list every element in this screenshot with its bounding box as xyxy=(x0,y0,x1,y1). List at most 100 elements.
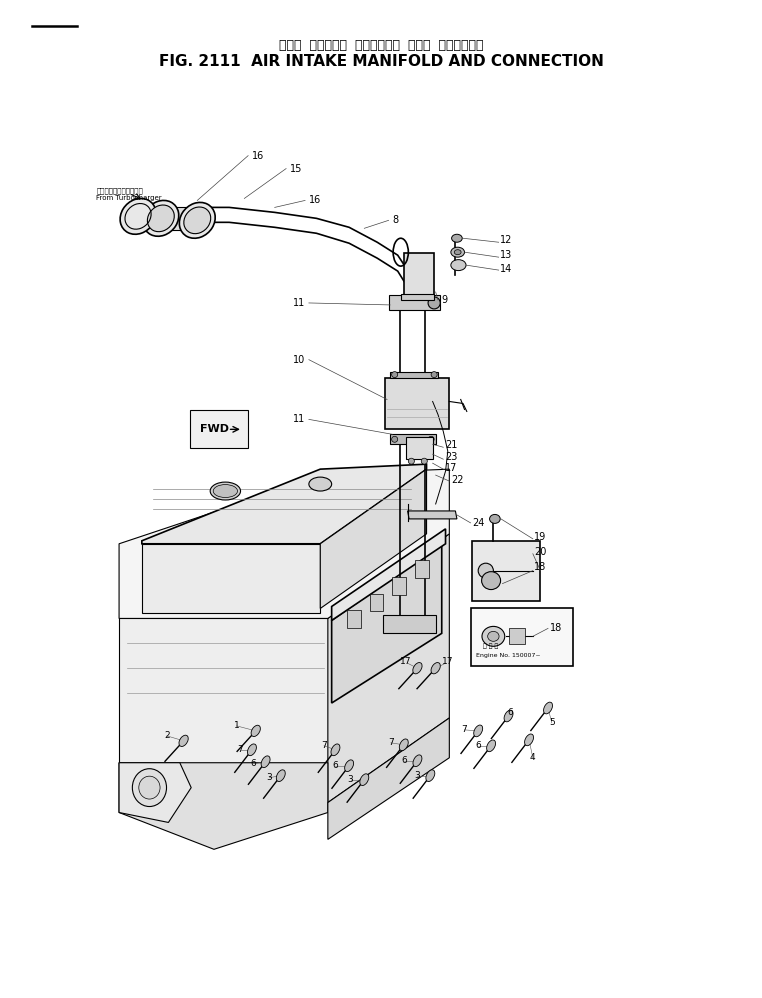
Polygon shape xyxy=(331,529,446,621)
Ellipse shape xyxy=(360,773,369,785)
Ellipse shape xyxy=(392,436,398,442)
Text: 17: 17 xyxy=(442,657,453,666)
Bar xyxy=(508,629,525,645)
Ellipse shape xyxy=(309,477,331,491)
Ellipse shape xyxy=(428,297,440,309)
Ellipse shape xyxy=(431,371,437,377)
Polygon shape xyxy=(119,469,450,619)
Ellipse shape xyxy=(431,663,440,674)
Text: 7: 7 xyxy=(322,742,327,750)
Ellipse shape xyxy=(543,703,552,714)
Bar xyxy=(404,253,434,295)
Text: 23: 23 xyxy=(445,452,457,462)
Ellipse shape xyxy=(213,485,238,498)
Ellipse shape xyxy=(261,755,270,767)
Ellipse shape xyxy=(413,663,422,674)
Ellipse shape xyxy=(474,725,482,737)
Polygon shape xyxy=(390,434,436,444)
Text: 3: 3 xyxy=(267,773,272,782)
Ellipse shape xyxy=(413,754,422,766)
Bar xyxy=(392,577,406,595)
Text: 22: 22 xyxy=(451,475,463,485)
Ellipse shape xyxy=(210,482,241,500)
Text: 3: 3 xyxy=(347,775,354,784)
Ellipse shape xyxy=(179,736,188,747)
Ellipse shape xyxy=(139,776,160,799)
Text: 11: 11 xyxy=(293,414,305,424)
Polygon shape xyxy=(402,294,434,300)
Text: ターボチャージャーから: ターボチャージャーから xyxy=(96,188,143,194)
Text: 16: 16 xyxy=(309,196,321,206)
Text: 6: 6 xyxy=(475,742,481,750)
Text: 適 用 号: 適 用 号 xyxy=(484,644,499,650)
Ellipse shape xyxy=(421,458,427,464)
Ellipse shape xyxy=(479,563,493,578)
Ellipse shape xyxy=(524,734,533,746)
Polygon shape xyxy=(119,762,191,822)
Ellipse shape xyxy=(133,768,167,806)
Ellipse shape xyxy=(399,739,408,750)
Text: 10: 10 xyxy=(293,354,305,364)
Polygon shape xyxy=(328,534,450,802)
Polygon shape xyxy=(328,718,450,839)
Ellipse shape xyxy=(488,632,499,642)
Ellipse shape xyxy=(277,769,285,781)
Text: 16: 16 xyxy=(252,151,264,161)
Text: 9: 9 xyxy=(442,295,448,305)
Text: FIG. 2111  AIR INTAKE MANIFOLD AND CONNECTION: FIG. 2111 AIR INTAKE MANIFOLD AND CONNEC… xyxy=(158,54,604,69)
Ellipse shape xyxy=(184,207,211,234)
Ellipse shape xyxy=(344,759,354,771)
Text: 5: 5 xyxy=(549,719,555,728)
Ellipse shape xyxy=(179,203,215,239)
Bar xyxy=(406,437,433,459)
Bar xyxy=(472,541,540,601)
Ellipse shape xyxy=(482,572,501,590)
Bar xyxy=(347,611,360,629)
Ellipse shape xyxy=(451,248,465,257)
Text: 20: 20 xyxy=(534,547,547,557)
Bar xyxy=(383,616,437,634)
Bar xyxy=(389,295,440,310)
Text: 14: 14 xyxy=(500,264,513,274)
Ellipse shape xyxy=(482,627,504,647)
Text: 2: 2 xyxy=(164,732,170,741)
Text: 6: 6 xyxy=(507,709,513,718)
Text: 8: 8 xyxy=(392,216,399,226)
Ellipse shape xyxy=(487,740,495,751)
Text: 6: 6 xyxy=(401,756,407,765)
Text: 24: 24 xyxy=(472,518,485,528)
Text: 11: 11 xyxy=(293,298,305,308)
Text: 4: 4 xyxy=(530,753,536,762)
Text: 7: 7 xyxy=(388,739,394,748)
Bar xyxy=(415,560,429,578)
Ellipse shape xyxy=(331,744,340,755)
Polygon shape xyxy=(408,511,457,519)
Text: 7: 7 xyxy=(238,746,243,754)
Polygon shape xyxy=(170,208,190,231)
Polygon shape xyxy=(119,619,328,762)
Polygon shape xyxy=(142,464,427,544)
Ellipse shape xyxy=(143,201,179,237)
Text: 13: 13 xyxy=(500,250,513,260)
Ellipse shape xyxy=(504,711,513,722)
Polygon shape xyxy=(331,544,442,703)
Text: 6: 6 xyxy=(251,759,256,768)
Text: 6: 6 xyxy=(332,761,338,770)
Polygon shape xyxy=(320,469,427,609)
Ellipse shape xyxy=(428,436,434,442)
Text: 1: 1 xyxy=(234,722,239,731)
Ellipse shape xyxy=(248,744,256,755)
Ellipse shape xyxy=(147,205,174,232)
Text: Engine No. 150007~: Engine No. 150007~ xyxy=(476,654,540,659)
Ellipse shape xyxy=(426,769,435,781)
Text: エアー  インテーク  マニホールド  および  コネクション: エアー インテーク マニホールド および コネクション xyxy=(279,39,483,52)
Text: 18: 18 xyxy=(534,562,546,572)
Bar xyxy=(370,594,383,612)
FancyBboxPatch shape xyxy=(190,410,248,448)
Ellipse shape xyxy=(452,235,463,243)
Text: 17: 17 xyxy=(445,463,457,473)
Ellipse shape xyxy=(489,514,500,523)
Polygon shape xyxy=(119,762,328,849)
Ellipse shape xyxy=(454,250,461,254)
Polygon shape xyxy=(142,544,320,614)
